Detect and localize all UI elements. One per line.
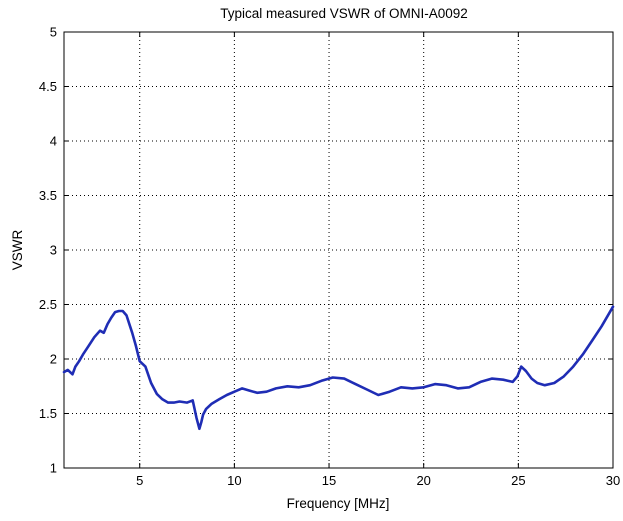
x-tick-label: 5 xyxy=(136,473,143,488)
y-tick-label: 4.5 xyxy=(39,79,57,94)
x-tick-label: 20 xyxy=(416,473,430,488)
vswr-series-line xyxy=(62,305,615,431)
series-layer xyxy=(62,305,615,431)
x-axis-label: Frequency [MHz] xyxy=(287,496,390,511)
x-tick-label: 10 xyxy=(227,473,241,488)
y-tick-label: 2 xyxy=(50,352,57,367)
y-tick-label: 3 xyxy=(50,243,57,258)
y-tick-label: 5 xyxy=(50,25,57,40)
axis-ticks: 5 10 15 20 25 30 1 1.5 2 2.5 3 3.5 4 4.5 5 xyxy=(39,25,620,489)
x-tick-label: 30 xyxy=(606,473,620,488)
x-tick-label: 15 xyxy=(322,473,336,488)
y-tick-label: 4 xyxy=(50,134,57,149)
y-axis-label: VSWR xyxy=(10,229,25,270)
y-tick-label: 1 xyxy=(50,461,57,476)
x-tick-label: 25 xyxy=(511,473,525,488)
chart-title: Typical measured VSWR of OMNI-A0092 xyxy=(220,6,468,21)
grid-lines xyxy=(64,32,613,468)
y-tick-label: 2.5 xyxy=(39,297,57,312)
y-tick-label: 3.5 xyxy=(39,188,57,203)
y-tick-label: 1.5 xyxy=(39,406,57,421)
